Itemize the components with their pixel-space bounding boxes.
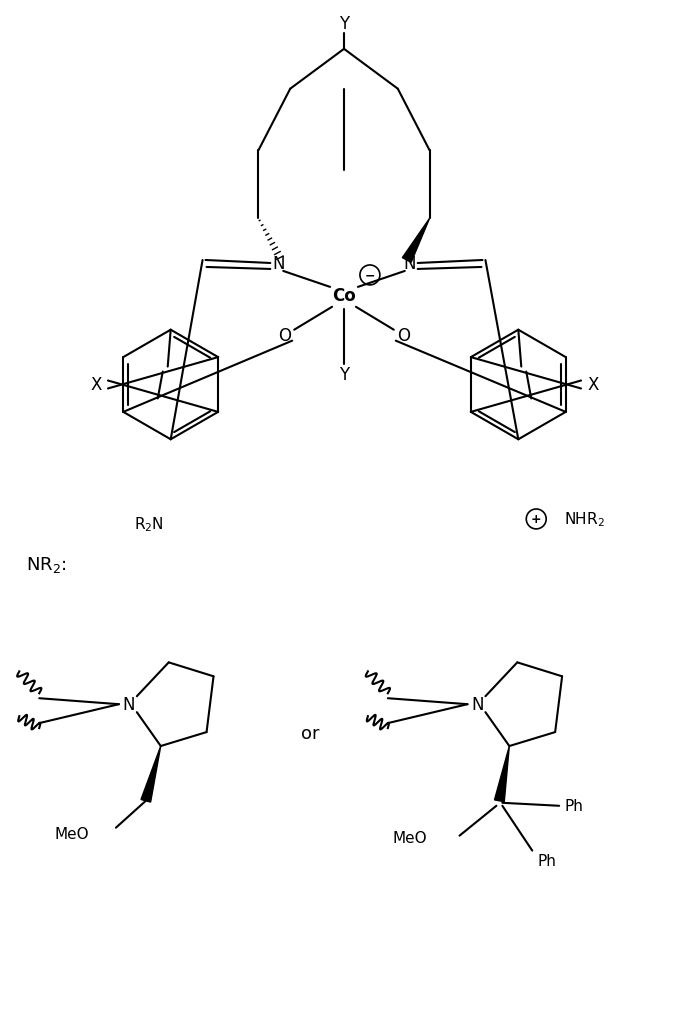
Text: X: X — [90, 376, 102, 394]
Text: O: O — [278, 327, 291, 345]
Polygon shape — [402, 219, 430, 263]
Text: MeO: MeO — [54, 826, 89, 841]
Text: MeO: MeO — [392, 830, 426, 845]
Text: Y: Y — [339, 15, 349, 33]
Text: Ph: Ph — [537, 853, 557, 868]
Text: $\mathregular{NR_2}$:: $\mathregular{NR_2}$: — [26, 554, 67, 574]
Text: X: X — [587, 376, 599, 394]
Text: $\mathregular{NHR_2}$: $\mathregular{NHR_2}$ — [564, 511, 605, 529]
Text: N: N — [404, 255, 416, 273]
Text: or: or — [301, 724, 320, 742]
Text: N: N — [272, 255, 285, 273]
Text: Y: Y — [339, 365, 349, 383]
Text: −: − — [364, 269, 375, 282]
Text: N: N — [123, 696, 135, 714]
Polygon shape — [141, 746, 161, 803]
Text: O: O — [398, 327, 410, 345]
Text: +: + — [531, 513, 542, 526]
Polygon shape — [495, 746, 509, 802]
Text: Co: Co — [332, 286, 356, 304]
Text: N: N — [471, 696, 484, 714]
Text: $\mathregular{R_2N}$: $\mathregular{R_2N}$ — [134, 515, 164, 534]
Text: Ph: Ph — [564, 799, 584, 814]
